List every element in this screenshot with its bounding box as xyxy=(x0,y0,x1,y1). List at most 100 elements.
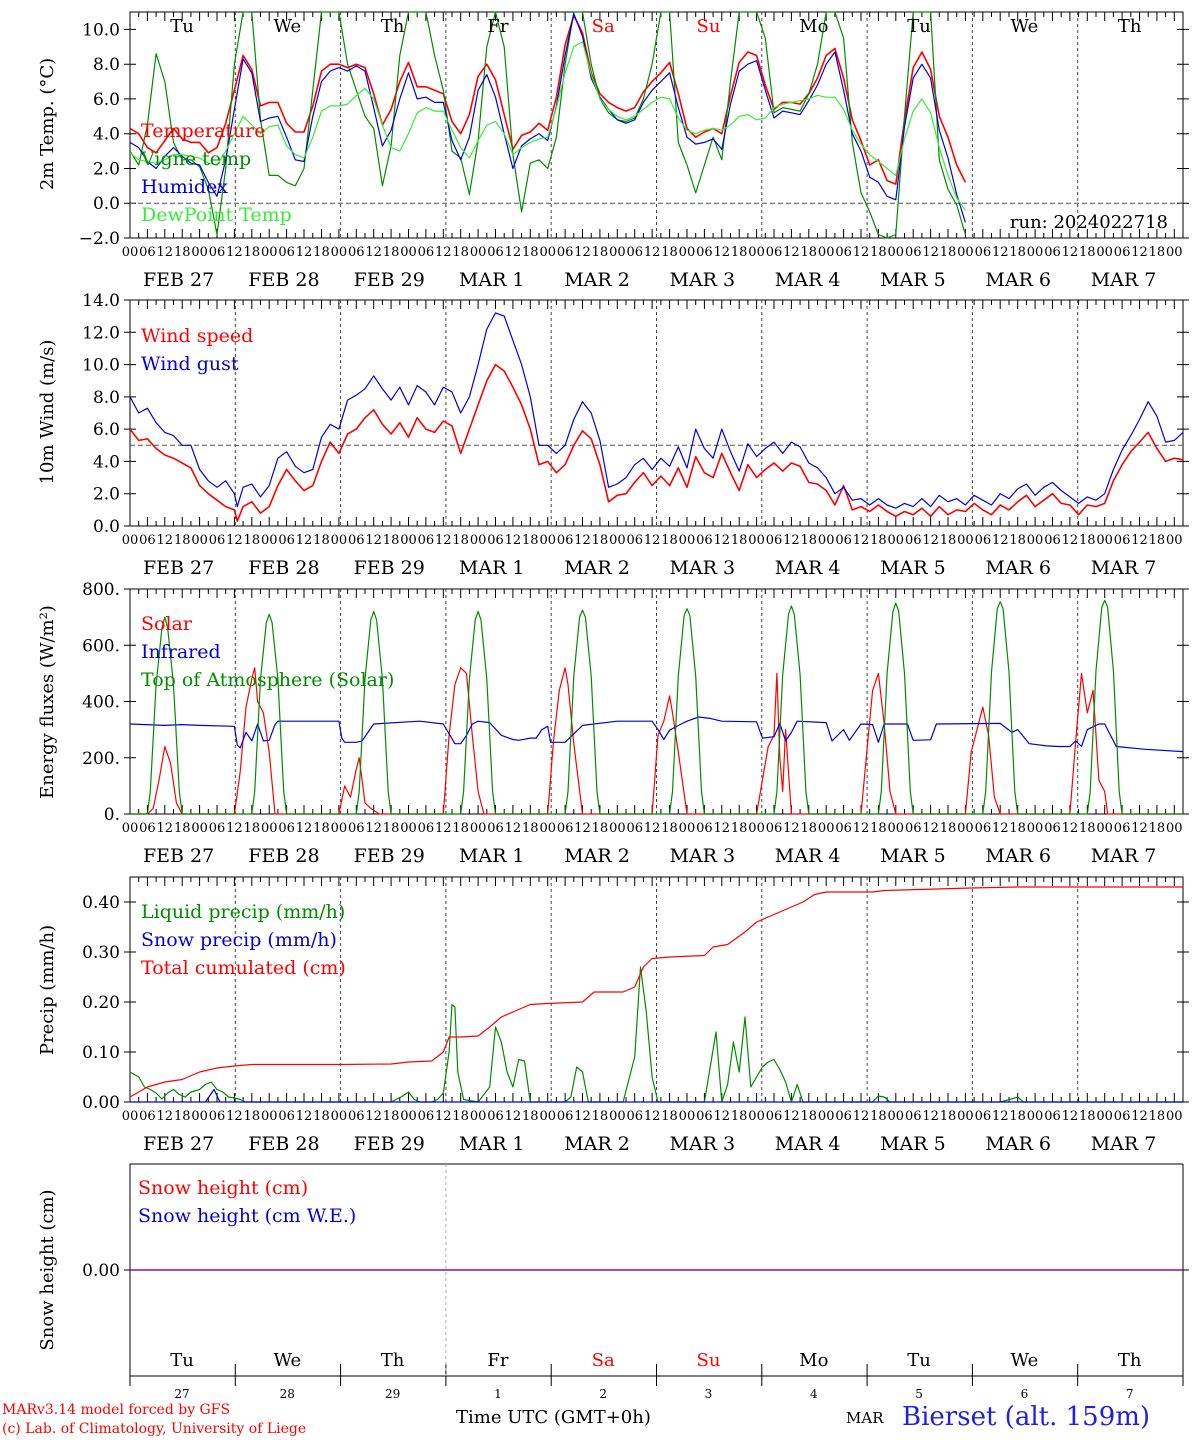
hour-tick-label: 06 xyxy=(557,245,574,260)
series-line-infrared xyxy=(129,716,1184,753)
hour-tick-label: 12 xyxy=(992,1109,1009,1124)
hour-tick-label: 00 xyxy=(679,533,696,548)
hour-tick-label: 18 xyxy=(313,245,330,260)
hour-tick-label: 18 xyxy=(731,245,748,260)
date-label: MAR 1 xyxy=(459,557,525,579)
hour-tick-label: 12 xyxy=(644,245,661,260)
date-label: FEB 27 xyxy=(143,845,214,867)
panel3-y-ticks xyxy=(124,588,1189,815)
hour-tick-label: 06 xyxy=(557,533,574,548)
hour-tick-label: 06 xyxy=(487,245,504,260)
date-label: FEB 29 xyxy=(354,1133,425,1155)
hour-tick-label: 18 xyxy=(731,533,748,548)
hour-tick-label: 18 xyxy=(592,821,609,836)
hour-tick-label: 06 xyxy=(905,1109,922,1124)
hour-tick-label: 06 xyxy=(1114,1109,1131,1124)
hour-tick-label: 06 xyxy=(905,245,922,260)
hour-tick-label: 00 xyxy=(679,1109,696,1124)
hour-tick-label: 18 xyxy=(592,245,609,260)
hour-tick-label: 06 xyxy=(1044,245,1061,260)
date-label: MAR 7 xyxy=(1091,1133,1157,1155)
hour-tick-label: 18 xyxy=(661,1109,678,1124)
hour-tick-label: 00 xyxy=(539,245,556,260)
day-name: Fr xyxy=(487,1350,508,1371)
hour-tick-label: 06 xyxy=(1114,821,1131,836)
date-label: MAR 2 xyxy=(564,269,630,291)
hour-tick-label: 00 xyxy=(888,1109,905,1124)
hour-tick-label: 18 xyxy=(383,1109,400,1124)
hour-tick-label: 00 xyxy=(888,533,905,548)
day-name: Th xyxy=(381,16,405,37)
date-label: MAR 5 xyxy=(880,269,946,291)
y-tick-label: 6.0 xyxy=(93,420,120,440)
hour-tick-label: 00 xyxy=(400,533,417,548)
hour-tick-label: 00 xyxy=(331,533,348,548)
hour-tick-label: 18 xyxy=(731,1109,748,1124)
hour-tick-label: 12 xyxy=(783,821,800,836)
hour-tick-label: 06 xyxy=(278,533,295,548)
hour-tick-label: 06 xyxy=(418,1109,435,1124)
date-label: FEB 28 xyxy=(248,557,319,579)
date-label: MAR 3 xyxy=(670,1133,736,1155)
hour-tick-label: 06 xyxy=(348,533,365,548)
hour-tick-label: 12 xyxy=(226,821,243,836)
date-label: MAR 6 xyxy=(985,845,1051,867)
series-line-dewpoint-temp xyxy=(129,41,966,211)
legend-entry: Humidex xyxy=(141,176,228,198)
hour-tick-label: 00 xyxy=(400,821,417,836)
hour-tick-label: 18 xyxy=(313,533,330,548)
hour-tick-label: 06 xyxy=(139,533,156,548)
hour-tick-label: 12 xyxy=(296,1109,313,1124)
hour-tick-label: 18 xyxy=(452,1109,469,1124)
hour-tick-label: 06 xyxy=(1044,1109,1061,1124)
hour-tick-label: 12 xyxy=(1062,821,1079,836)
date-label: MAR 5 xyxy=(880,845,946,867)
y-tick-label: 0.30 xyxy=(82,943,120,963)
hour-tick-label: 00 xyxy=(122,245,139,260)
hour-tick-label: 18 xyxy=(801,245,818,260)
day-name: Th xyxy=(1118,1350,1142,1371)
hour-tick-label: 00 xyxy=(122,821,139,836)
hour-tick-label: 06 xyxy=(905,533,922,548)
hour-tick-label: 00 xyxy=(261,821,278,836)
panel3-frame xyxy=(129,588,1184,815)
hour-tick-label: 12 xyxy=(853,533,870,548)
legend-entry: Temperature xyxy=(141,120,265,142)
hour-tick-label: 12 xyxy=(644,1109,661,1124)
hour-tick-label: 00 xyxy=(261,245,278,260)
hour-tick-label: 06 xyxy=(209,821,226,836)
hour-tick-label: 00 xyxy=(957,245,974,260)
day-name: Tu xyxy=(170,1350,194,1371)
hour-tick-label: 00 xyxy=(609,821,626,836)
hour-tick-label: 12 xyxy=(296,245,313,260)
day-name: We xyxy=(273,1350,301,1371)
date-label: MAR 4 xyxy=(775,1133,841,1155)
hour-tick-label: 12 xyxy=(574,821,591,836)
y-tick-label: 0.00 xyxy=(82,1093,120,1113)
hour-tick-label: 18 xyxy=(174,1109,191,1124)
hour-tick-label: 18 xyxy=(1149,821,1166,836)
hour-tick-label: 00 xyxy=(539,533,556,548)
hour-tick-label: 18 xyxy=(313,1109,330,1124)
legend-entry: Vigne temp xyxy=(140,148,251,170)
y-tick-label: 6.0 xyxy=(93,90,120,110)
day-name: Su xyxy=(697,16,721,37)
hour-tick-label: 00 xyxy=(122,533,139,548)
hour-tick-label: 06 xyxy=(1114,245,1131,260)
hour-tick-label: 06 xyxy=(1044,821,1061,836)
hour-tick-label: 18 xyxy=(801,1109,818,1124)
hour-tick-label: 00 xyxy=(1166,1109,1183,1124)
hour-tick-label: 12 xyxy=(713,821,730,836)
hour-tick-label: 06 xyxy=(348,821,365,836)
hour-tick-label: 12 xyxy=(1131,245,1148,260)
day-number: 2 xyxy=(599,1387,607,1401)
hour-tick-label: 12 xyxy=(226,1109,243,1124)
hour-tick-label: 12 xyxy=(1131,1109,1148,1124)
date-label: MAR 2 xyxy=(564,1133,630,1155)
panel3-hour-ticks xyxy=(129,589,1175,814)
hour-tick-label: 00 xyxy=(331,245,348,260)
hour-tick-label: 12 xyxy=(157,1109,174,1124)
hour-tick-label: 12 xyxy=(922,1109,939,1124)
hour-tick-label: 18 xyxy=(940,245,957,260)
hour-tick-label: 06 xyxy=(139,821,156,836)
